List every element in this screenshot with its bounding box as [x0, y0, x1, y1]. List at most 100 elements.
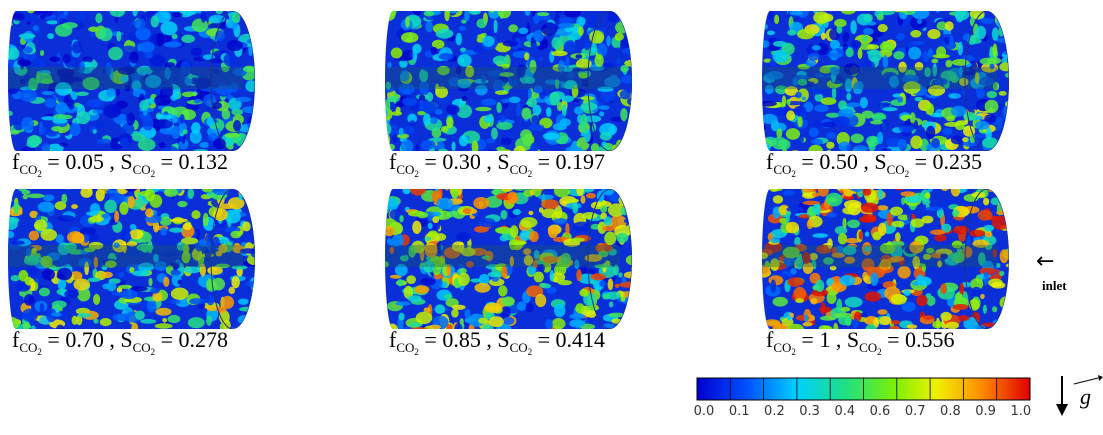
texture	[172, 12, 182, 17]
texture	[945, 60, 952, 68]
caption-text: 0.85	[442, 327, 481, 352]
texture	[27, 194, 44, 199]
texture	[821, 183, 830, 186]
caption-text: S	[120, 149, 132, 174]
texture	[993, 43, 998, 57]
caption: fCO2 = 0.05 , SCO2 = 0.132	[12, 149, 228, 175]
texture	[999, 62, 1012, 71]
caption-text: 2	[791, 169, 796, 179]
texture	[74, 5, 81, 9]
texture	[620, 90, 631, 99]
texture	[904, 290, 911, 296]
texture	[528, 211, 533, 215]
cylinder-field	[8, 5, 263, 153]
texture	[251, 193, 258, 197]
texture	[867, 44, 879, 49]
texture	[431, 47, 438, 55]
texture	[575, 54, 582, 59]
texture	[116, 31, 121, 41]
texture	[513, 209, 521, 215]
texture	[29, 231, 40, 241]
texture	[119, 272, 125, 277]
texture	[892, 221, 905, 228]
texture	[436, 5, 442, 10]
texture	[957, 183, 973, 190]
texture	[951, 183, 961, 197]
simulation-image	[385, 183, 640, 331]
texture	[951, 106, 966, 117]
caption-text: 2	[528, 169, 533, 179]
texture	[863, 188, 872, 196]
texture	[936, 46, 946, 58]
texture	[1005, 73, 1015, 78]
subscript: CO2	[19, 162, 42, 177]
texture	[107, 281, 117, 291]
texture	[622, 277, 627, 284]
texture	[572, 222, 590, 232]
texture	[564, 7, 581, 17]
texture	[152, 183, 167, 190]
texture	[993, 187, 1007, 194]
texture	[985, 100, 999, 113]
texture	[882, 107, 898, 111]
colorbar-tick-label: 0.2	[764, 404, 785, 419]
texture	[782, 95, 786, 106]
texture	[11, 275, 20, 281]
texture	[500, 115, 506, 122]
texture	[417, 212, 428, 218]
texture	[480, 218, 496, 227]
texture	[934, 234, 946, 241]
texture	[420, 278, 436, 286]
caption: fCO2 = 0.70 , SCO2 = 0.278	[12, 327, 228, 353]
texture	[405, 16, 410, 27]
texture	[399, 215, 403, 222]
texture	[520, 129, 532, 140]
texture	[162, 106, 175, 113]
texture	[23, 194, 28, 199]
texture	[40, 303, 45, 316]
texture	[139, 5, 151, 9]
texture	[949, 35, 953, 48]
texture	[1009, 185, 1017, 198]
texture	[1008, 34, 1017, 45]
texture	[51, 312, 62, 316]
texture	[451, 309, 459, 318]
texture	[484, 303, 501, 313]
texture	[194, 99, 202, 104]
texture	[172, 34, 178, 39]
texture	[517, 301, 527, 311]
texture	[155, 120, 173, 129]
texture	[569, 313, 585, 319]
caption-text: 2	[151, 169, 156, 179]
texture	[917, 5, 927, 10]
texture	[551, 51, 567, 57]
texture	[19, 33, 36, 38]
texture	[931, 59, 938, 64]
texture	[826, 212, 837, 217]
texture	[203, 213, 209, 227]
texture	[456, 232, 471, 242]
caption-text: 0.278	[179, 327, 229, 352]
texture	[24, 13, 37, 22]
cylinder-field	[385, 5, 640, 153]
texture	[867, 22, 876, 26]
texture	[212, 102, 222, 109]
texture	[389, 209, 397, 219]
texture	[940, 283, 946, 294]
texture	[555, 13, 559, 23]
caption-text: CO	[773, 162, 791, 177]
texture	[24, 46, 33, 53]
texture	[178, 183, 187, 190]
texture	[983, 198, 989, 206]
texture	[615, 21, 629, 33]
texture	[600, 205, 607, 212]
texture	[167, 7, 184, 12]
texture	[922, 199, 930, 205]
texture	[814, 104, 828, 112]
caption: fCO2 = 0.85 , SCO2 = 0.414	[389, 327, 605, 353]
texture	[632, 271, 637, 281]
texture	[473, 197, 489, 209]
texture	[132, 134, 146, 142]
texture	[402, 97, 417, 105]
texture	[985, 232, 993, 238]
